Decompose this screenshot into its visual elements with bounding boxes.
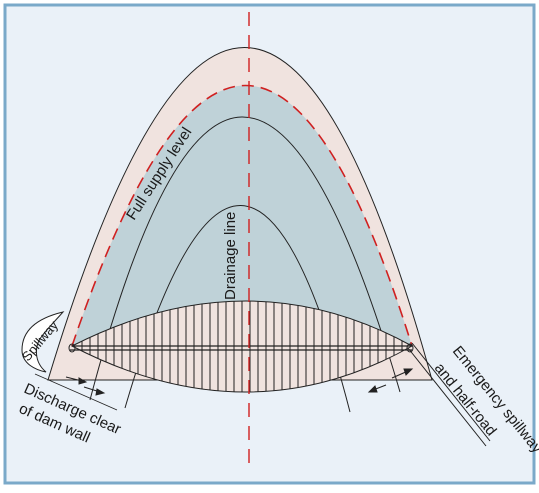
wall-end-left (68, 343, 76, 353)
contour-line-inner (89, 116, 401, 401)
emergency-spillway-line-2 (411, 342, 491, 442)
discharge-arrows-right (367, 368, 414, 393)
full-supply-level-line (71, 84, 413, 347)
discharge-arrows-left (65, 376, 106, 396)
spillway-crescent (21, 311, 65, 373)
emergency-spillway-line-1 (407, 347, 487, 447)
water-storage-area (72, 85, 412, 346)
discharge-leader (34, 373, 118, 411)
wall-end-right (406, 343, 414, 353)
drainage-line-label: Drainage line (222, 212, 239, 300)
